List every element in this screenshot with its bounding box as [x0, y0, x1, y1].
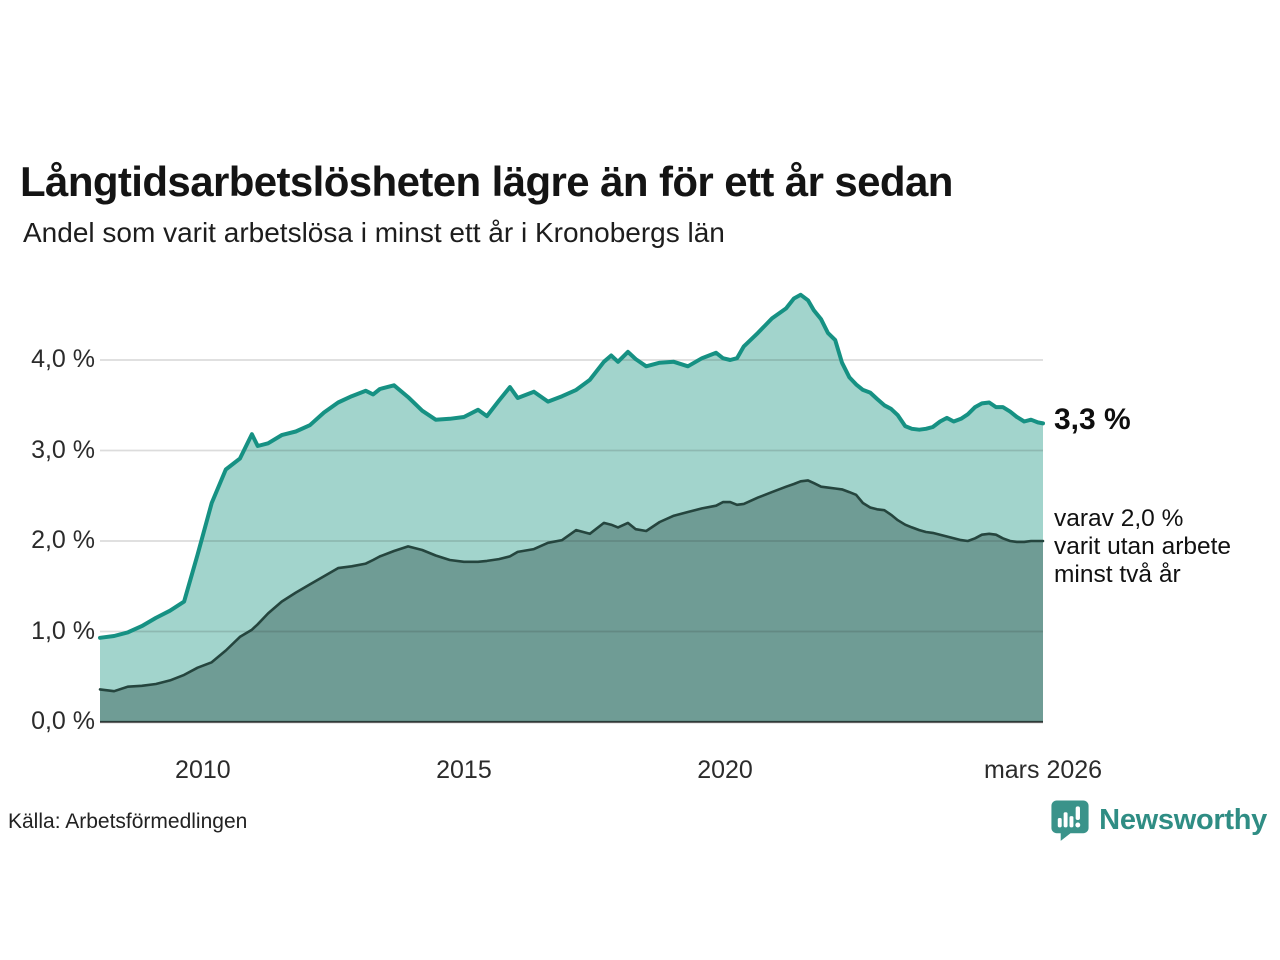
newsworthy-logo-icon — [1051, 800, 1089, 841]
x-axis-tick: 2010 — [175, 756, 231, 784]
newsworthy-logo-text: Newsworthy — [1099, 804, 1267, 836]
y-axis-tick: 0,0 % — [31, 706, 95, 735]
series-sub-annotation: varav 2,0 % varit utan arbete minst två … — [1054, 505, 1231, 589]
y-axis-tick: 4,0 % — [31, 344, 95, 373]
x-axis-tick: 2015 — [436, 756, 492, 784]
x-axis-tick: mars 2026 — [983, 756, 1103, 784]
series-sub-annotation-line: minst två år — [1054, 561, 1181, 588]
newsworthy-logo: Newsworthy — [1050, 799, 1267, 842]
source-attribution: Källa: Arbetsförmedlingen — [8, 810, 248, 833]
y-axis-tick: 2,0 % — [31, 525, 95, 554]
series-sub-annotation-line: varav 2,0 % — [1054, 505, 1184, 532]
y-axis-tick: 3,0 % — [31, 435, 95, 464]
series-sub-annotation-line: varit utan arbete — [1054, 533, 1232, 560]
series-end-value-label: 3,3 % — [1054, 403, 1131, 436]
y-axis-tick: 1,0 % — [31, 616, 95, 645]
page-title: Långtidsarbetslösheten lägre än för ett … — [20, 158, 953, 206]
chart-subtitle: Andel som varit arbetslösa i minst ett å… — [23, 217, 725, 248]
x-axis-tick: 2020 — [697, 756, 753, 784]
